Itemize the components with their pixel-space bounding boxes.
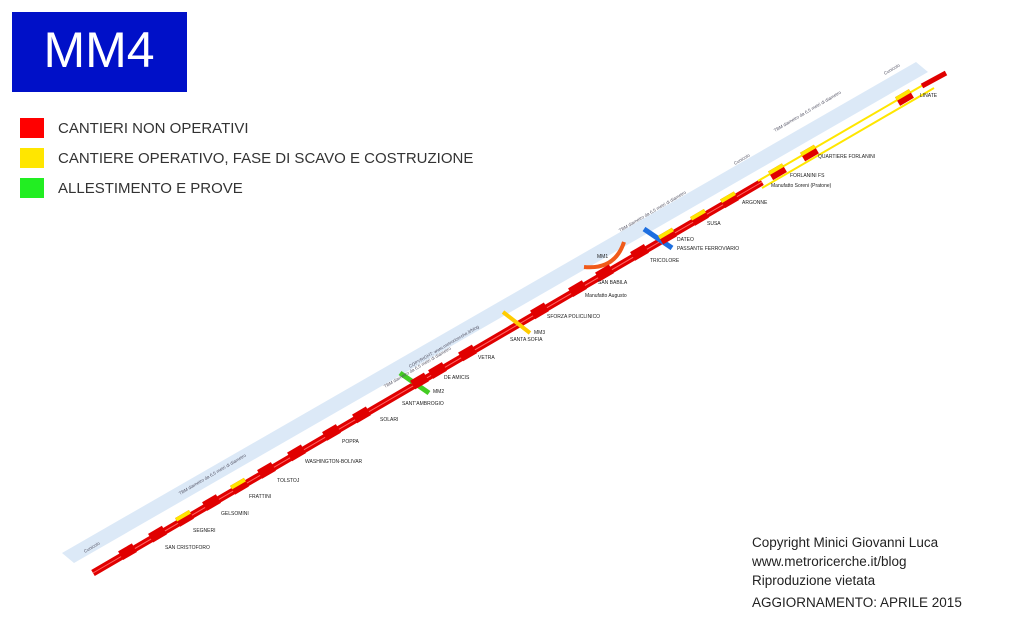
track-red-mid bbox=[92, 181, 763, 574]
station-box-body bbox=[352, 406, 371, 424]
logo-title: MM4 bbox=[43, 22, 154, 78]
station-box-body bbox=[428, 362, 447, 379]
station-box-top bbox=[658, 227, 674, 240]
station-box bbox=[175, 510, 194, 527]
tbm-band bbox=[62, 62, 928, 563]
station-label: SAN BABILA bbox=[598, 280, 628, 286]
legend-swatch bbox=[20, 118, 44, 138]
legend-label: ALLESTIMENTO E PROVE bbox=[58, 180, 243, 197]
station-box-body bbox=[287, 444, 306, 462]
station-label: DE AMICIS bbox=[444, 375, 470, 381]
station-label: MM1 bbox=[597, 254, 608, 260]
interchange-mm1 bbox=[583, 241, 626, 270]
station-label: TOLSTOJ bbox=[277, 478, 300, 484]
station-label: SFORZA POLICLINICO bbox=[547, 314, 600, 320]
station-box-body bbox=[202, 494, 221, 511]
station-label: SUSA bbox=[707, 221, 721, 227]
station-label: MM3 bbox=[534, 330, 545, 336]
station-box bbox=[428, 362, 447, 379]
logo-box bbox=[12, 12, 187, 92]
station-box-top bbox=[720, 191, 736, 203]
station-box bbox=[568, 280, 587, 298]
station-label: ARGONNE bbox=[742, 200, 768, 206]
station-label: SANTA SOFIA bbox=[510, 337, 543, 343]
station-box bbox=[800, 144, 819, 162]
station-box bbox=[287, 444, 306, 462]
station-label: QUARTIERE FORLANINI bbox=[818, 154, 875, 160]
station-label: SAN CRISTOFORO bbox=[165, 545, 210, 551]
station-label: FORLANINI FS bbox=[790, 173, 825, 179]
copyright: www.metroricerche.it/blog bbox=[751, 554, 907, 569]
station-label: WASHINGTON-BOLIVAR bbox=[305, 459, 363, 465]
interchange-mm3 bbox=[501, 310, 532, 335]
station-box bbox=[530, 302, 549, 320]
station-label: PASSANTE FERROVIARIO bbox=[677, 246, 739, 252]
station-box bbox=[658, 227, 677, 245]
legend-swatch bbox=[20, 178, 44, 198]
station-box bbox=[720, 191, 739, 209]
station-box bbox=[148, 525, 167, 543]
station-box bbox=[257, 462, 276, 479]
station-label: SANT'AMBROGIO bbox=[402, 401, 444, 407]
station-box bbox=[690, 208, 709, 226]
station-box bbox=[322, 424, 341, 441]
station-label: POPPA bbox=[342, 439, 360, 445]
station-label: VETRA bbox=[478, 355, 495, 361]
station-box bbox=[202, 494, 221, 511]
station-box bbox=[458, 344, 477, 362]
legend-label: CANTIERE OPERATIVO, FASE DI SCAVO E COST… bbox=[58, 150, 473, 167]
legend-swatch bbox=[20, 148, 44, 168]
station-box bbox=[230, 477, 249, 495]
station-box-top bbox=[690, 208, 706, 221]
station-box-top bbox=[768, 163, 784, 175]
station-box-body bbox=[568, 280, 587, 298]
station-box bbox=[118, 543, 137, 561]
station-box bbox=[768, 163, 787, 181]
copyright: Riproduzione vietata bbox=[752, 573, 876, 588]
station-box-top bbox=[895, 89, 911, 101]
station-label: GELSOMINI bbox=[221, 511, 249, 517]
copyright: Copyright Minici Giovanni Luca bbox=[752, 535, 939, 550]
station-label: SOLARI bbox=[380, 417, 398, 423]
station-label: TRICOLORE bbox=[650, 258, 680, 264]
track-yellow bbox=[761, 87, 935, 189]
station-box bbox=[410, 372, 429, 390]
station-label: Manufatto Augusto bbox=[585, 293, 627, 299]
station-box-body bbox=[257, 462, 276, 479]
track-red-end bbox=[920, 70, 948, 89]
interchange-passante bbox=[642, 226, 674, 251]
station-box-top bbox=[230, 477, 246, 490]
station-box-body bbox=[148, 525, 167, 543]
update-date: AGGIORNAMENTO: APRILE 2015 bbox=[752, 595, 962, 610]
station-box bbox=[352, 406, 371, 424]
station-box bbox=[895, 89, 914, 106]
station-box bbox=[595, 264, 614, 282]
station-box-body bbox=[410, 372, 429, 390]
station-label: Manufatto Soreni (Pratone) bbox=[771, 183, 832, 189]
station-box-body bbox=[118, 543, 137, 561]
station-box-body bbox=[630, 244, 649, 261]
station-box-body bbox=[530, 302, 549, 320]
station-box-body bbox=[322, 424, 341, 441]
station-label: FRATTINI bbox=[249, 494, 271, 500]
legend-label: CANTIERI NON OPERATIVI bbox=[58, 120, 249, 137]
station-box-body bbox=[595, 264, 614, 282]
station-box-body bbox=[458, 344, 477, 362]
station-box bbox=[630, 244, 649, 261]
station-label: LINATE bbox=[920, 93, 938, 99]
station-label: DATEO bbox=[677, 237, 694, 243]
station-box-top bbox=[175, 510, 191, 522]
station-box-top bbox=[800, 144, 816, 157]
station-label: MM2 bbox=[433, 389, 444, 395]
station-label: SEGNERI bbox=[193, 528, 216, 534]
